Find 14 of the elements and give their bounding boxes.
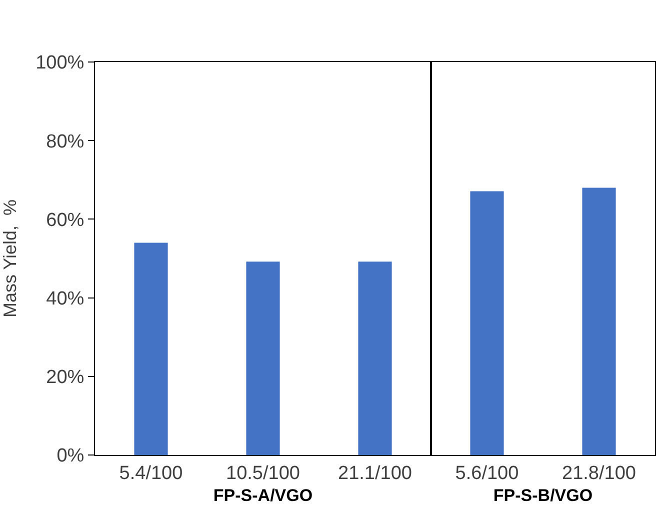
y-tick-label: 100% <box>36 52 84 74</box>
x-tick-label: 5.6/100 <box>455 462 519 484</box>
y-tick-label: 20% <box>46 367 84 388</box>
y-tick-label: 80% <box>46 131 84 152</box>
y-tick-label: 60% <box>46 210 84 231</box>
x-tick-label: 5.4/100 <box>119 462 183 484</box>
y-axis-title: Mass Yield, % <box>0 199 20 318</box>
y-tick-label: 0% <box>56 446 84 467</box>
x-tick-label: 21.8/100 <box>562 462 636 484</box>
y-tick-label: 40% <box>46 288 84 310</box>
x-tick-label: 10.5/100 <box>226 462 300 484</box>
x-axis-title: FP-S-A/VGO <box>213 486 313 506</box>
x-tick-label: 21.1/100 <box>338 462 412 484</box>
x-axis-title: FP-S-B/VGO <box>493 486 593 506</box>
